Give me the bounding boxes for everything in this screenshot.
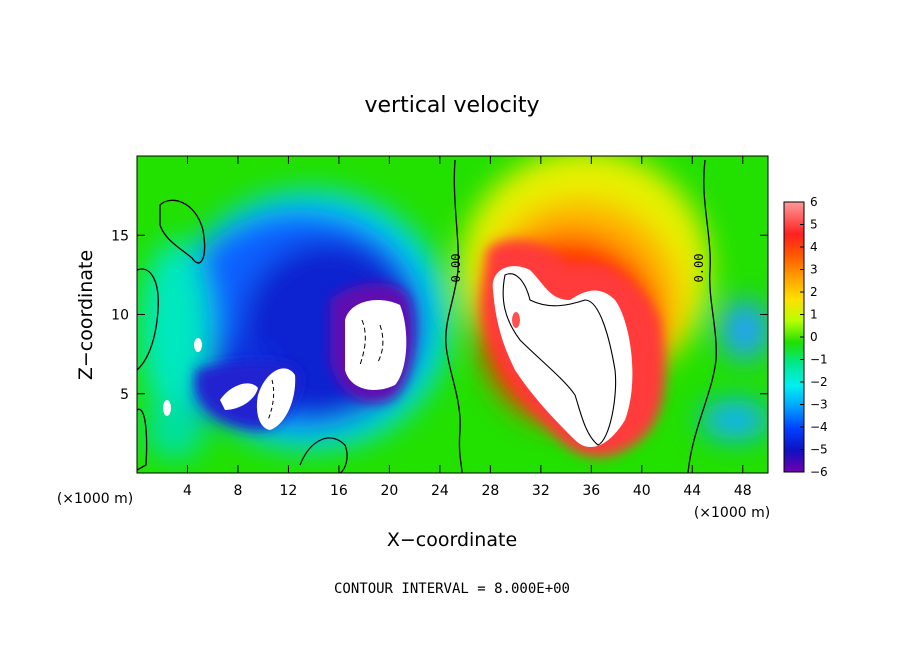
colorbar-tick-label: 0 xyxy=(810,330,818,344)
colorbar-tick-label: −5 xyxy=(810,443,828,457)
y-tick-label: 10 xyxy=(111,308,129,324)
colorbar-tick-label: 1 xyxy=(810,308,818,322)
x-axis-ticks: 4 8 12 16 20 24 28 32 36 40 44 48 xyxy=(183,156,752,499)
x-tick-label: 20 xyxy=(380,483,398,499)
x-tick-label: 32 xyxy=(532,483,550,499)
x-tick-label: 40 xyxy=(633,483,651,499)
x-unit-label-right: (×1000 m) xyxy=(694,505,770,521)
colorbar-tick-label: −2 xyxy=(810,375,828,389)
colorbar-tick-label: −4 xyxy=(810,420,828,434)
y-axis-title: Z−coordinate xyxy=(75,250,97,380)
x-tick-label: 36 xyxy=(582,483,600,499)
x-tick-label: 28 xyxy=(481,483,499,499)
colorbar-tick-label: 4 xyxy=(810,240,818,254)
colorbar-tick-label: −6 xyxy=(810,465,828,479)
x-tick-label: 48 xyxy=(734,483,752,499)
y-tick-label: 15 xyxy=(111,228,129,244)
y-axis-ticks: 5 10 15 xyxy=(111,228,768,403)
x-tick-label: 4 xyxy=(183,483,192,499)
colorbar-tick-label: −3 xyxy=(810,398,828,412)
y-tick-label: 5 xyxy=(120,387,129,403)
contour-label: 0.00 xyxy=(692,254,706,283)
x-unit-label-left: (×1000 m) xyxy=(57,491,133,507)
contour-label: 0.00 xyxy=(449,254,463,283)
chart-title: vertical velocity xyxy=(364,93,539,118)
x-tick-label: 24 xyxy=(431,483,449,499)
colorbar-ticks: 6 5 4 3 2 1 0 −1 −2 −3 −4 −5 −6 xyxy=(800,195,828,479)
colorbar: 6 5 4 3 2 1 0 −1 −2 −3 −4 −5 −6 xyxy=(783,195,828,479)
contour-interval-note: CONTOUR INTERVAL = 8.000E+00 xyxy=(334,581,570,597)
colorbar-tick-label: 5 xyxy=(810,218,818,232)
x-tick-label: 16 xyxy=(330,483,348,499)
colorbar-tick-label: 3 xyxy=(810,263,818,277)
colorbar-tick-label: 6 xyxy=(810,195,818,209)
velocity-field xyxy=(137,156,768,473)
x-tick-label: 12 xyxy=(280,483,298,499)
colorbar-tick-label: −1 xyxy=(810,353,828,367)
x-tick-label: 44 xyxy=(683,483,701,499)
x-tick-label: 8 xyxy=(233,483,242,499)
colorbar-tick-label: 2 xyxy=(810,285,818,299)
x-axis-title: X−coordinate xyxy=(387,529,517,551)
